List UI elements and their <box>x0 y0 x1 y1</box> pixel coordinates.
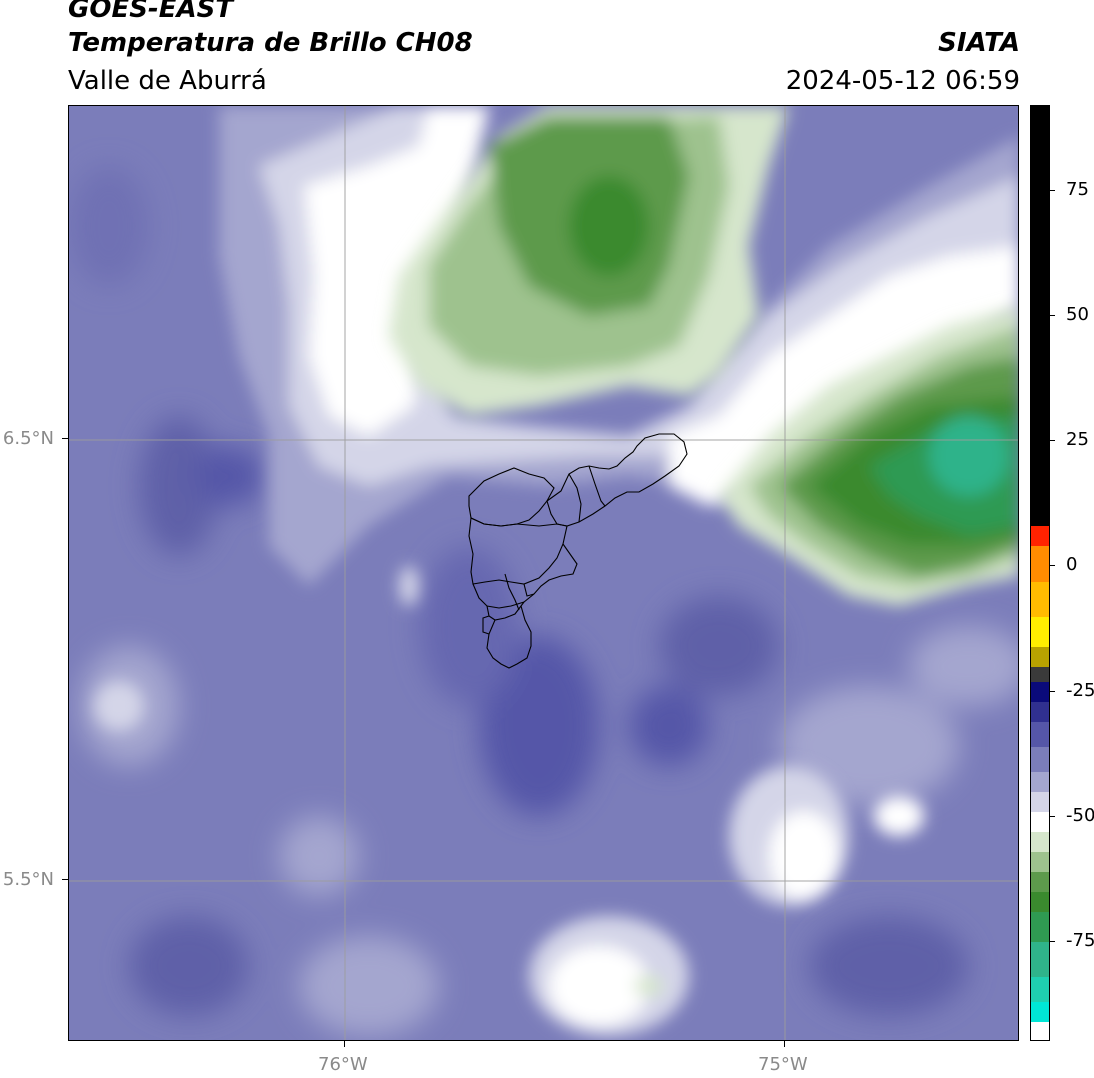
colorbar-segment <box>1031 666 1049 683</box>
colorbar-segment <box>1031 771 1049 793</box>
colorbar-segment <box>1031 851 1049 873</box>
colorbar-segment <box>1031 616 1049 648</box>
colorbar-segment <box>1031 871 1049 893</box>
colorbar-segment <box>1031 526 1049 547</box>
colorbar-segment <box>1031 701 1049 723</box>
colorbar-tick-label: 25 <box>1066 429 1089 451</box>
region-title: Valle de Aburrá <box>68 66 267 96</box>
colorbar-tick-label: 0 <box>1066 554 1078 576</box>
cloud-texture <box>69 166 1018 1036</box>
colorbar-tick <box>1050 690 1055 692</box>
colorbar-segment <box>1031 891 1049 913</box>
graticule <box>69 106 1018 1040</box>
map-canvas <box>69 106 1018 1040</box>
colorbar-tick-label: 50 <box>1066 304 1089 326</box>
lon-tick-75w <box>784 1041 785 1047</box>
lon-tick-76w <box>344 1041 345 1047</box>
municipal-boundaries <box>468 433 688 669</box>
colorbar-segment <box>1031 546 1049 582</box>
satellite-title: GOES-EAST <box>68 0 234 24</box>
colorbar-tick <box>1050 315 1055 317</box>
agency-label: SIATA <box>938 28 1020 58</box>
lat-tick-6-5 <box>62 438 68 439</box>
colorbar-tick-label: -50 <box>1066 804 1094 826</box>
colorbar-segment <box>1031 831 1049 853</box>
colorbar-segment <box>1031 646 1049 668</box>
colorbar-segment <box>1031 791 1049 813</box>
warm-green-region-north <box>389 106 789 416</box>
colorbar-tick <box>1050 940 1055 942</box>
colorbar-segment <box>1031 811 1049 833</box>
colorbar-segment <box>1031 746 1049 773</box>
lat-label-5-5n: 5.5°N <box>2 869 54 890</box>
colorbar-segment <box>1031 1001 1049 1023</box>
lon-label-75w: 75°W <box>758 1054 808 1075</box>
colorbar-tick-label: 75 <box>1066 179 1089 201</box>
white-cloud-patches <box>94 566 924 1036</box>
datetime-label: 2024-05-12 06:59 <box>785 66 1020 96</box>
colorbar-segment <box>1031 106 1049 527</box>
product-title: Temperatura de Brillo CH08 <box>68 28 473 58</box>
colorbar-tick <box>1050 190 1055 192</box>
lon-label-76w: 76°W <box>318 1054 368 1075</box>
colorbar <box>1030 105 1050 1041</box>
colorbar-tick-label: -75 <box>1066 929 1094 951</box>
colorbar-segment <box>1031 941 1049 978</box>
brightness-temperature-map[interactable] <box>68 105 1019 1041</box>
colorbar-segment <box>1031 911 1049 943</box>
colorbar-tick <box>1050 440 1055 442</box>
colorbar-segment <box>1031 1021 1049 1040</box>
lat-tick-5-5 <box>62 879 68 880</box>
colorbar-segment <box>1031 721 1049 748</box>
colorbar-tick <box>1050 815 1055 817</box>
colorbar-segment <box>1031 976 1049 1003</box>
colorbar-tick-label: -25 <box>1066 679 1094 701</box>
warm-green-region-east <box>719 306 1018 606</box>
colorbar-segment <box>1031 581 1049 618</box>
lat-label-6-5n: 6.5°N <box>2 428 54 449</box>
colorbar-segment <box>1031 681 1049 703</box>
colorbar-tick <box>1050 565 1055 567</box>
